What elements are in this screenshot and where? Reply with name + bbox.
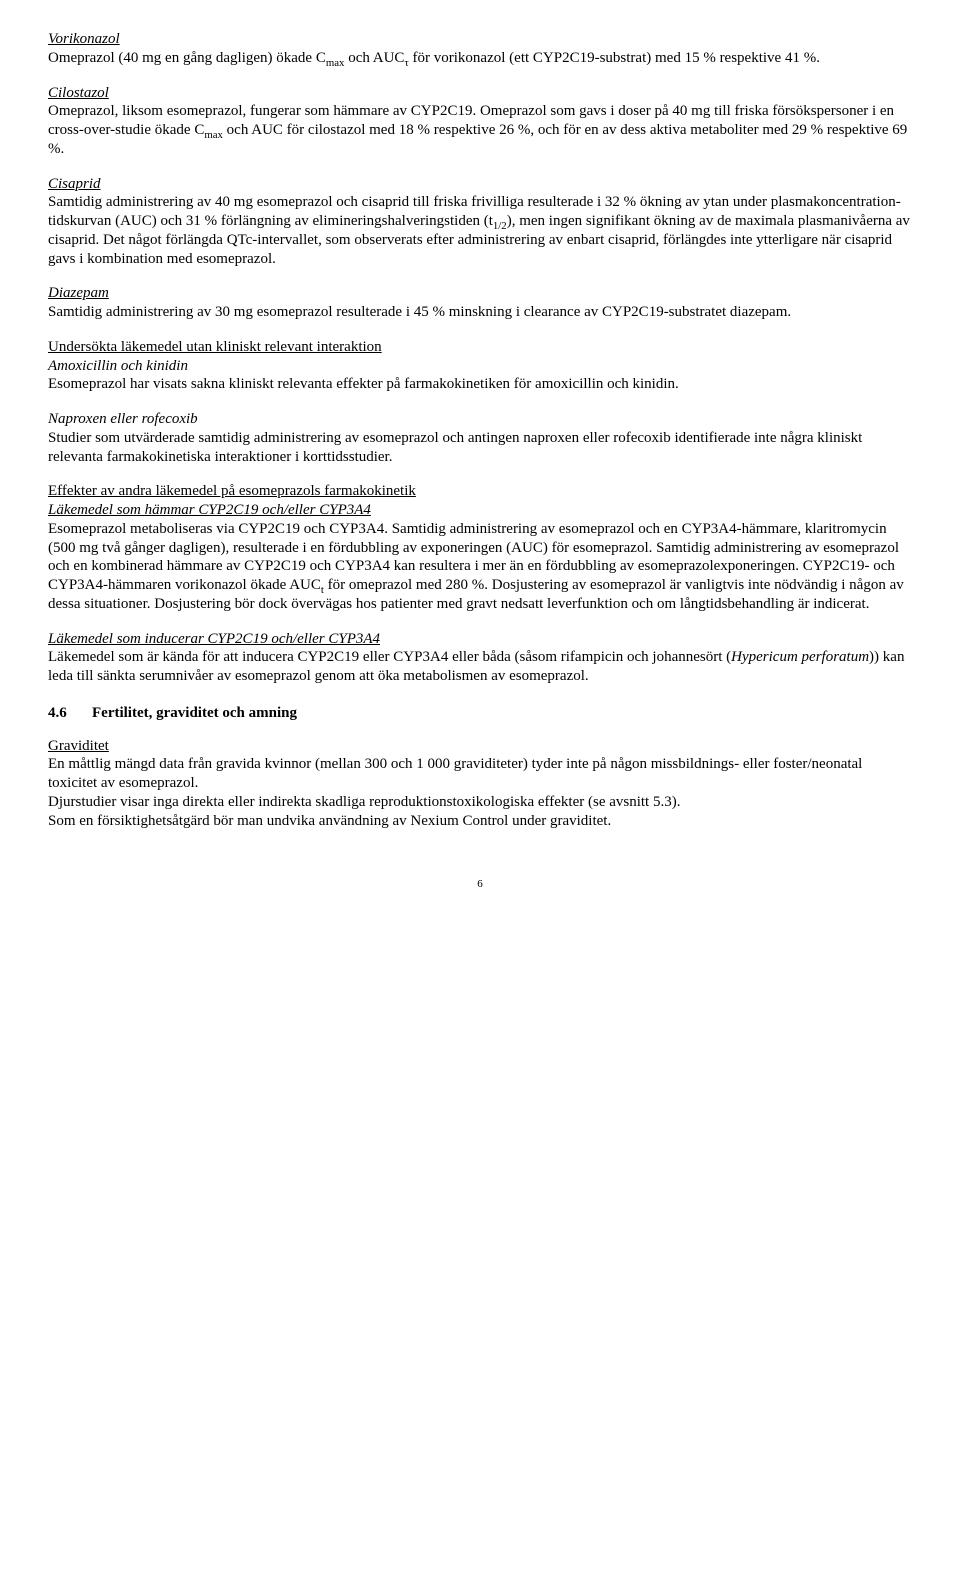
page-number: 6 (48, 878, 912, 892)
body-inhibit: Esomeprazol metaboliseras via CYP2C19 oc… (48, 520, 912, 614)
section-4-6-heading: 4.6Fertilitet, graviditet och amning (48, 704, 912, 723)
subscript-half: 1/2 (493, 220, 507, 232)
text: Läkemedel som är kända för att inducera … (48, 649, 731, 665)
body-naproxen: Studier som utvärderade samtidig adminis… (48, 429, 912, 467)
heading-pregnancy: Graviditet (48, 737, 109, 756)
heading-diazepam: Diazepam (48, 284, 109, 303)
body-cilostazol: Omeprazol, liksom esomeprazol, fungerar … (48, 102, 912, 158)
text: Omeprazol (40 mg en gång dagligen) ökade… (48, 50, 326, 66)
body-induce: Läkemedel som är kända för att inducera … (48, 648, 912, 686)
heading-cilostazol: Cilostazol (48, 84, 109, 103)
heading-inhibit: Läkemedel som hämmar CYP2C19 och/eller C… (48, 501, 371, 520)
body-cisaprid: Samtidig administrering av 40 mg esomepr… (48, 193, 912, 268)
section-cilostazol: Cilostazol Omeprazol, liksom esomeprazol… (48, 84, 912, 159)
section-pregnancy: Graviditet En måttlig mängd data från gr… (48, 737, 912, 831)
section-title: Fertilitet, graviditet och amning (92, 705, 297, 721)
text: och AUC (344, 50, 404, 66)
heading-no-interaction: Undersökta läkemedel utan kliniskt relev… (48, 338, 382, 357)
section-diazepam: Diazepam Samtidig administrering av 30 m… (48, 284, 912, 322)
body-diazepam: Samtidig administrering av 30 mg esomepr… (48, 303, 912, 322)
section-effects: Effekter av andra läkemedel på esomepraz… (48, 482, 912, 686)
section-cisaprid: Cisaprid Samtidig administrering av 40 m… (48, 175, 912, 269)
heading-voriconazole: Vorikonazol (48, 30, 120, 49)
body-pregnancy-1: En måttlig mängd data från gravida kvinn… (48, 755, 912, 793)
body-voriconazole: Omeprazol (40 mg en gång dagligen) ökade… (48, 49, 912, 68)
body-pregnancy-2: Djurstudier visar inga direkta eller ind… (48, 793, 912, 812)
heading-cisaprid: Cisaprid (48, 175, 101, 194)
subscript-cmax: max (326, 57, 345, 69)
body-pregnancy-3: Som en försiktighetsåtgärd bör man undvi… (48, 812, 912, 831)
subscript-cmax: max (204, 129, 223, 141)
heading-effects: Effekter av andra läkemedel på esomepraz… (48, 482, 416, 501)
heading-induce: Läkemedel som inducerar CYP2C19 och/elle… (48, 630, 380, 649)
heading-naproxen: Naproxen eller rofecoxib (48, 410, 198, 429)
section-voriconazole: Vorikonazol Omeprazol (40 mg en gång dag… (48, 30, 912, 68)
body-amoxicillin: Esomeprazol har visats sakna kliniskt re… (48, 375, 912, 394)
section-no-interaction: Undersökta läkemedel utan kliniskt relev… (48, 338, 912, 467)
section-number: 4.6 (48, 704, 92, 723)
text: för vorikonazol (ett CYP2C19-substrat) m… (409, 50, 820, 66)
heading-amoxicillin: Amoxicillin och kinidin (48, 357, 188, 376)
italic-hypericum: Hypericum perforatum (731, 649, 869, 665)
